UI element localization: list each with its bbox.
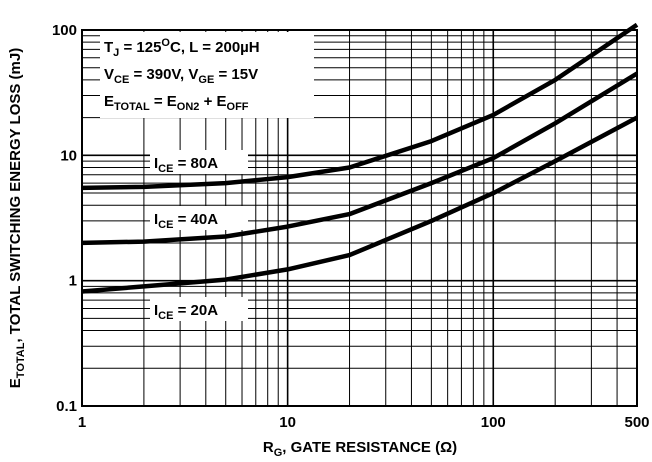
series-label-40a: ICE = 40A bbox=[154, 211, 218, 231]
conditions-box bbox=[100, 32, 314, 118]
x-tick-label: 1 bbox=[78, 414, 86, 431]
x-tick-labels: 1 10 100 500 bbox=[78, 414, 650, 431]
plot-frame bbox=[81, 29, 638, 407]
y-axis-label: ETOTAL, TOTAL SWITCHING ENERGY LOSS (mJ) bbox=[7, 48, 27, 388]
x-axis-label: RG, GATE RESISTANCE (Ω) bbox=[263, 439, 457, 459]
y-tick-label: 100 bbox=[52, 22, 77, 39]
series-label-80a: ICE = 80A bbox=[154, 155, 218, 175]
y-tick-label: 10 bbox=[60, 147, 77, 164]
x-tick-label: 500 bbox=[624, 414, 649, 431]
conditions-line-1: TJ = 125OC, L = 200µH bbox=[104, 37, 260, 59]
series-label-20a: ICE = 20A bbox=[154, 302, 218, 322]
x-tick-label: 100 bbox=[481, 414, 506, 431]
x-tick-label: 10 bbox=[279, 414, 296, 431]
y-tick-label: 0.1 bbox=[56, 398, 77, 415]
label-box-40a bbox=[150, 206, 248, 230]
label-box-80a bbox=[150, 150, 248, 174]
conditions-line-3: ETOTAL = EON2 + EOFF bbox=[104, 93, 249, 113]
y-tick-label: 1 bbox=[69, 273, 77, 290]
series-lines bbox=[81, 22, 639, 294]
series-line-80a bbox=[81, 22, 639, 191]
label-box-20a bbox=[150, 297, 248, 321]
series-line-20a bbox=[81, 115, 639, 294]
series-line-40a bbox=[81, 71, 639, 246]
y-tick-labels: 100 10 1 0.1 bbox=[52, 22, 77, 415]
conditions-line-2: VCE = 390V, VGE = 15V bbox=[104, 66, 258, 86]
